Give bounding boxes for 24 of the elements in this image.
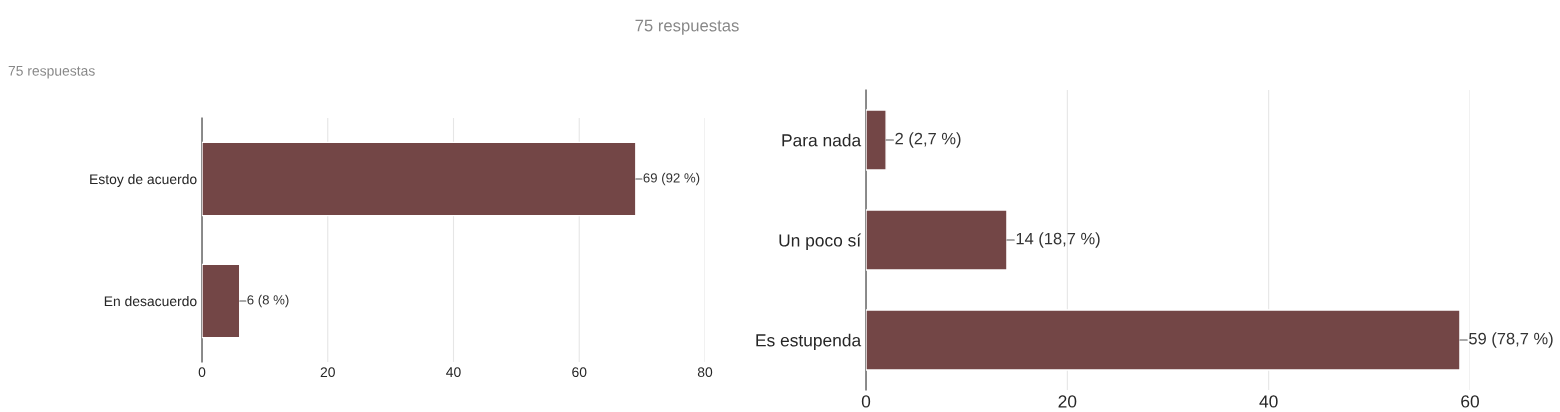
x-tick-label: 20	[320, 367, 335, 378]
x-tick-label: 60	[572, 367, 587, 378]
y-tick-label: Es estupenda	[756, 333, 862, 350]
y-tick-label: Para nada	[782, 133, 862, 147]
bar	[866, 109, 887, 171]
y-tick-label: Estoy de acuerdo	[90, 173, 197, 187]
x-tick-label: 40	[446, 367, 461, 378]
y-tick-label: Un poco sí	[779, 233, 862, 250]
x-tick-label: 60	[1461, 395, 1479, 408]
text: 75 respuestas	[8, 66, 95, 79]
x-tick-label: 40	[1259, 395, 1278, 408]
data-label: 14 (18,7 %)	[1016, 232, 1100, 248]
data-label: 69 (92 %)	[643, 172, 700, 186]
data-label: 59 (78,7 %)	[1469, 332, 1553, 348]
data-label: 6 (8 %)	[247, 294, 289, 308]
bar	[866, 209, 1008, 271]
text: 75 respuestas	[635, 19, 739, 35]
y-tick-label: En desacuerdo	[104, 295, 197, 307]
bar	[866, 309, 1461, 371]
x-tick-label: 80	[697, 367, 713, 378]
x-tick-label: 0	[198, 367, 206, 378]
x-tick-label: 20	[1058, 395, 1077, 408]
data-label: 2 (2,7 %)	[895, 132, 961, 148]
x-tick-label: 0	[861, 395, 871, 408]
